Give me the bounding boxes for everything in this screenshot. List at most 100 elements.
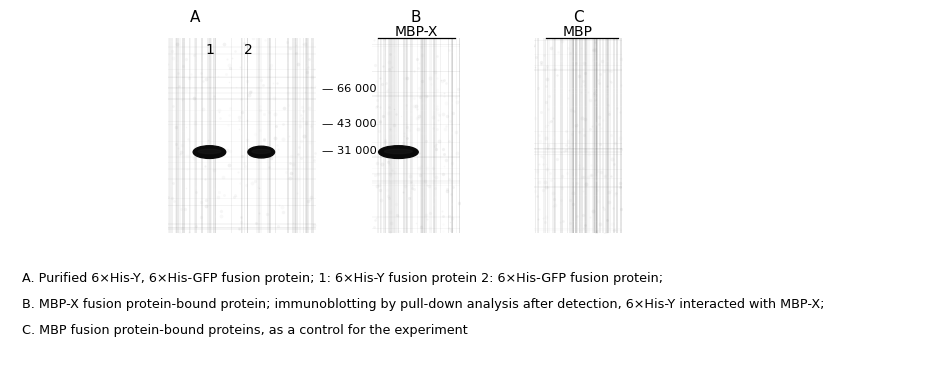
Point — [208, 55, 223, 62]
Point — [406, 223, 421, 229]
Point — [198, 176, 213, 182]
Point — [249, 220, 264, 226]
Point — [436, 221, 450, 227]
Point — [232, 126, 247, 132]
Point — [392, 228, 407, 234]
Bar — [372, 173, 460, 175]
Point — [551, 41, 566, 47]
Point — [588, 99, 603, 105]
Bar — [189, 38, 190, 233]
Point — [410, 114, 425, 121]
Bar — [534, 154, 622, 155]
Point — [446, 146, 461, 152]
Point — [413, 172, 427, 178]
Point — [276, 136, 290, 142]
Point — [219, 147, 234, 153]
Point — [276, 121, 290, 127]
Point — [538, 184, 553, 190]
Bar — [261, 38, 262, 233]
Bar — [224, 38, 227, 233]
Point — [569, 122, 584, 128]
Point — [179, 124, 193, 130]
Point — [562, 197, 577, 203]
Point — [557, 147, 572, 154]
Point — [430, 110, 445, 116]
Point — [576, 57, 591, 63]
Point — [404, 184, 419, 191]
Point — [532, 138, 547, 144]
Point — [378, 54, 393, 60]
Point — [577, 174, 592, 180]
Point — [412, 165, 426, 171]
Bar — [168, 228, 316, 230]
Bar — [579, 38, 582, 233]
Bar — [177, 38, 179, 233]
Bar — [537, 38, 539, 233]
Point — [234, 219, 249, 225]
Point — [259, 211, 274, 218]
Point — [531, 216, 546, 222]
Point — [449, 175, 463, 181]
Point — [428, 146, 443, 152]
Point — [396, 173, 411, 179]
Point — [604, 201, 619, 208]
Point — [285, 220, 300, 226]
Bar — [455, 38, 456, 233]
Point — [536, 187, 550, 194]
Point — [588, 121, 603, 127]
Point — [612, 184, 627, 191]
Bar — [569, 38, 572, 233]
Text: — 31 000: — 31 000 — [322, 146, 376, 156]
Point — [257, 136, 272, 142]
Point — [188, 120, 203, 126]
Point — [564, 52, 579, 58]
Bar — [554, 38, 556, 233]
Point — [277, 105, 291, 111]
Point — [241, 46, 256, 52]
Point — [603, 168, 618, 174]
Bar — [460, 38, 462, 233]
Point — [290, 42, 304, 48]
Point — [298, 40, 313, 47]
Point — [599, 217, 614, 223]
Point — [598, 229, 613, 236]
Bar — [534, 40, 622, 41]
Ellipse shape — [198, 149, 221, 154]
Point — [439, 167, 454, 173]
Point — [308, 83, 323, 89]
Point — [587, 39, 602, 45]
Bar — [215, 38, 216, 233]
Bar — [456, 38, 457, 233]
Point — [417, 178, 432, 184]
Point — [435, 208, 450, 214]
Point — [450, 83, 465, 89]
Point — [442, 138, 457, 144]
Point — [173, 151, 188, 157]
Point — [397, 117, 412, 124]
Point — [372, 80, 387, 86]
Point — [268, 135, 283, 141]
Point — [245, 35, 260, 42]
Bar — [168, 178, 316, 180]
Bar — [429, 38, 430, 233]
Bar — [547, 38, 549, 233]
Point — [439, 172, 454, 178]
Point — [385, 125, 400, 131]
Point — [444, 160, 459, 166]
Point — [302, 206, 316, 212]
Bar — [389, 38, 391, 233]
Point — [546, 201, 561, 208]
Point — [540, 122, 555, 128]
Point — [307, 149, 322, 156]
Point — [378, 56, 393, 62]
Point — [240, 137, 254, 143]
Point — [526, 42, 541, 48]
Point — [380, 110, 395, 116]
Bar — [403, 38, 405, 233]
Bar — [372, 180, 460, 182]
Bar — [170, 38, 173, 233]
Point — [593, 71, 608, 77]
Bar — [605, 38, 607, 233]
Point — [366, 97, 381, 104]
Point — [534, 109, 549, 115]
